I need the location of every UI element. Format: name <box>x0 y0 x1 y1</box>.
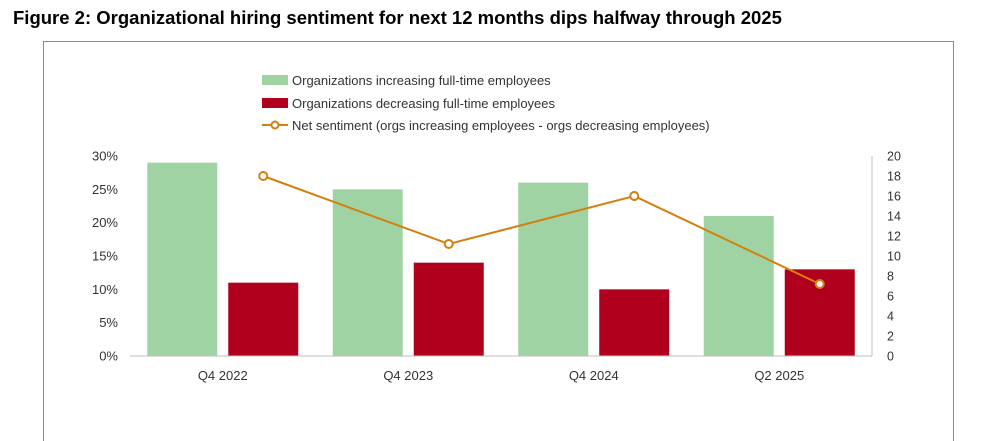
legend-label-increasing: Organizations increasing full-time emplo… <box>292 73 551 88</box>
chart-frame <box>43 41 954 441</box>
legend-label-net: Net sentiment (orgs increasing employees… <box>292 118 710 133</box>
bars <box>147 162 855 356</box>
x-tick-label: Q4 2024 <box>569 368 619 383</box>
left-tick-label: 30% <box>92 149 118 164</box>
figure-title: Figure 2: Organizational hiring sentimen… <box>13 7 782 28</box>
left-tick-label: 25% <box>92 182 118 197</box>
net-sentiment-point <box>258 171 269 181</box>
right-tick-label: 14 <box>887 210 901 224</box>
left-axis: 0% 5% 10% 15% 20% 25% 30% <box>92 149 118 364</box>
legend-swatch-increasing <box>262 75 288 85</box>
left-tick-label: 15% <box>92 249 118 264</box>
net-sentiment-point <box>629 191 640 201</box>
legend-marker-net <box>270 120 280 130</box>
legend-swatch-decreasing <box>262 98 288 108</box>
bar-decreasing <box>413 262 484 356</box>
x-tick-label: Q2 2025 <box>754 368 804 383</box>
bar-increasing <box>147 162 218 356</box>
x-tick-label: Q4 2022 <box>198 368 248 383</box>
right-tick-label: 16 <box>887 190 901 204</box>
net-sentiment-line <box>258 171 825 289</box>
legend: Organizations increasing full-time emplo… <box>262 73 710 133</box>
bar-increasing <box>518 182 589 356</box>
right-tick-label: 6 <box>887 290 894 304</box>
right-tick-label: 18 <box>887 170 901 184</box>
left-tick-label: 5% <box>99 315 118 330</box>
legend-label-decreasing: Organizations decreasing full-time emplo… <box>292 96 556 111</box>
net-sentiment-point <box>443 239 454 249</box>
left-tick-label: 10% <box>92 282 118 297</box>
left-tick-label: 0% <box>99 349 118 364</box>
right-tick-label: 10 <box>887 250 901 264</box>
bar-decreasing <box>599 289 670 356</box>
bar-increasing <box>703 216 774 356</box>
left-tick-label: 20% <box>92 215 118 230</box>
right-tick-label: 0 <box>887 350 894 364</box>
right-axis: 0 2 4 6 8 10 12 14 16 18 20 <box>871 150 901 364</box>
right-tick-label: 2 <box>887 330 894 344</box>
x-tick-label: Q4 2023 <box>383 368 433 383</box>
right-tick-label: 20 <box>887 150 901 164</box>
right-tick-label: 8 <box>887 270 894 284</box>
x-axis: Q4 2022 Q4 2023 Q4 2024 Q2 2025 <box>130 355 872 383</box>
right-tick-label: 12 <box>887 230 901 244</box>
net-sentiment-path <box>262 175 821 285</box>
bar-decreasing <box>228 282 299 356</box>
right-tick-label: 4 <box>887 310 894 324</box>
bar-increasing <box>332 189 403 356</box>
net-sentiment-point <box>814 279 825 289</box>
